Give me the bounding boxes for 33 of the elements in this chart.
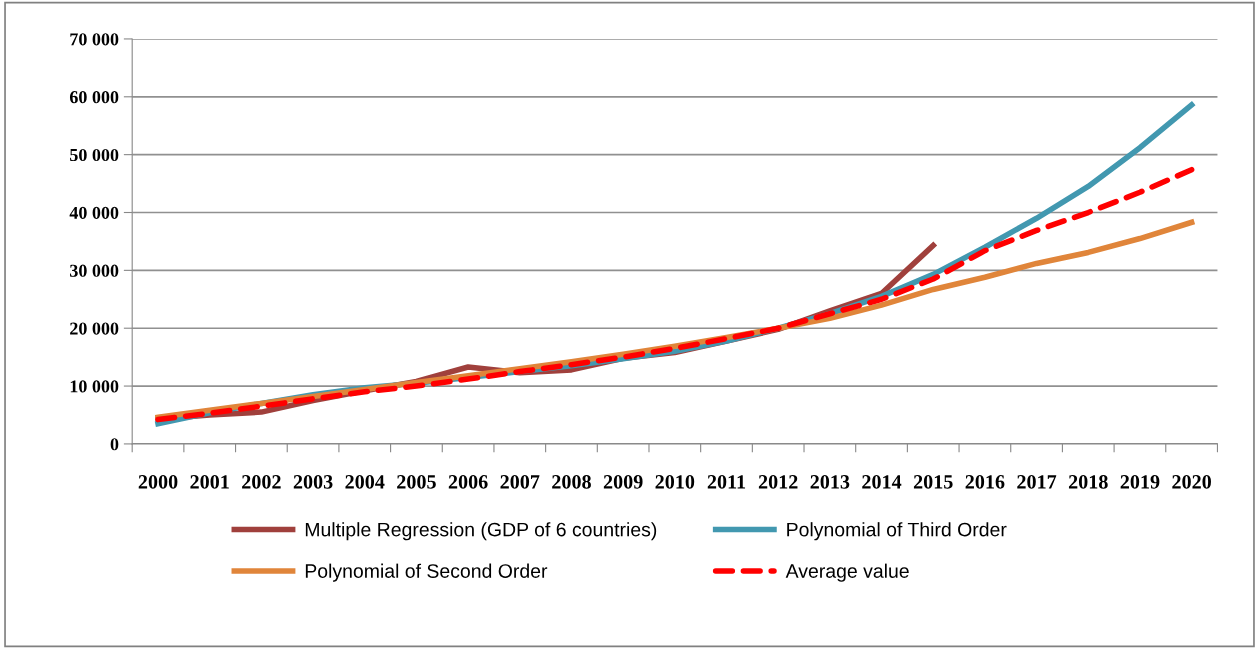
y-tick-label: 70 000 (70, 33, 119, 46)
x-tick-label: 2019 (1120, 475, 1160, 489)
x-tick-label: 2011 (707, 475, 746, 489)
x-tick-label: 2010 (655, 475, 695, 489)
x-tick-label: 2013 (810, 475, 850, 489)
x-tick-label: 2015 (913, 475, 953, 489)
x-tick-label: 2004 (345, 475, 385, 489)
legend-label: Average value (785, 563, 909, 582)
x-tick-label: 2014 (862, 475, 902, 489)
y-tick-label: 50 000 (70, 148, 119, 162)
x-tick-label: 2018 (1068, 475, 1108, 489)
y-tick-label: 30 000 (70, 264, 119, 277)
y-tick-label: 0 (110, 438, 119, 451)
x-tick-label: 2017 (1017, 475, 1057, 489)
x-tick-label: 2005 (397, 475, 436, 489)
legend-label: Polynomial of Third Order (787, 522, 1007, 541)
x-tick-label: 2020 (1172, 475, 1211, 489)
y-tick-label: 20 000 (70, 322, 119, 335)
y-tick-label: 10 000 (70, 380, 119, 393)
x-tick-label: 2012 (758, 475, 798, 489)
x-tick-label: 2007 (500, 475, 540, 489)
y-tick-label: 40 000 (69, 206, 119, 219)
x-tick-label: 2006 (448, 475, 488, 489)
legend-label: Polynomial of Second Order (305, 563, 548, 582)
x-tick-label: 2008 (552, 475, 591, 489)
x-tick-label: 2000 (138, 475, 178, 489)
x-tick-label: 2001 (190, 475, 229, 489)
x-tick-label: 2002 (242, 475, 281, 489)
x-tick-label: 2016 (965, 475, 1005, 489)
x-tick-label: 2009 (603, 475, 643, 489)
legend-label: Multiple Regression (GDP of 6 countries) (305, 522, 657, 541)
x-tick-label: 2003 (293, 475, 333, 489)
y-tick-label: 60 000 (69, 91, 119, 104)
